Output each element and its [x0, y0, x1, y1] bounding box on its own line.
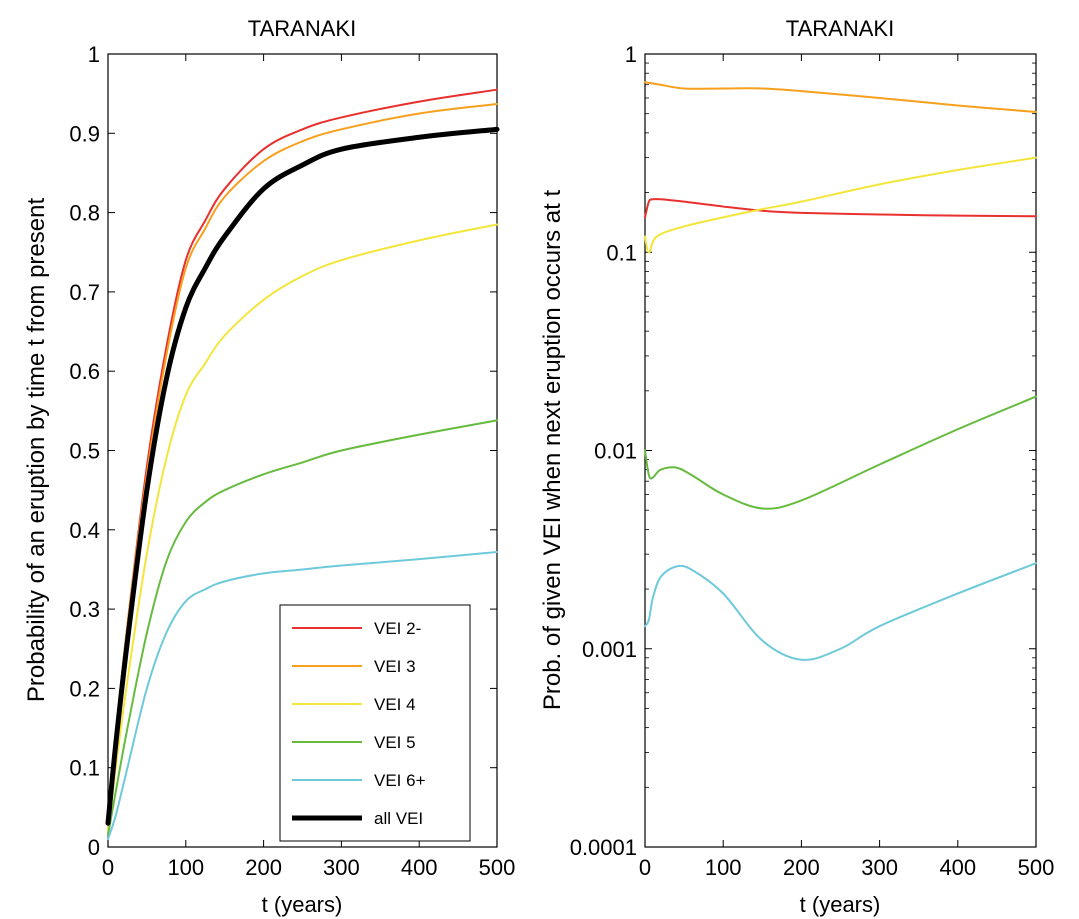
left-series-all-vei — [105, 126, 500, 826]
right-y-axis-label: Prob. of given VEI when next eruption oc… — [539, 190, 566, 711]
left-y-tick-label: 0.7 — [69, 280, 100, 305]
right-x-tick-label: 500 — [1018, 855, 1055, 880]
left-x-tick-label: 0 — [102, 855, 114, 880]
left-y-tick-label: 0.4 — [69, 518, 100, 543]
left-plot-area: 0 100 200 300 400 500 0 0.1 0.2 0.3 0.4 0.5 0.6 0.7 0.… — [69, 42, 515, 880]
legend-items: VEI 2- VEI 3 VEI 4 VEI 5 VEI 6+ all VEI — [292, 619, 426, 828]
right-series-vei-5 — [644, 395, 1037, 510]
legend-label-vei-3: VEI 3 — [374, 657, 416, 676]
legend-label-vei-5: VEI 5 — [374, 733, 416, 752]
left-y-tick-label: 0.8 — [69, 201, 100, 226]
right-series-vei-4 — [644, 156, 1037, 254]
left-y-tick-label: 0.6 — [69, 359, 100, 384]
right-plot-frame — [644, 53, 1037, 848]
right-y-tick-label: 0.01 — [594, 439, 637, 464]
left-x-tick-label: 300 — [323, 855, 360, 880]
left-y-tick-label: 1 — [88, 42, 100, 67]
right-y-tick-label: 0.0001 — [570, 835, 637, 860]
legend-label-all-vei: all VEI — [374, 809, 423, 828]
right-chart-title: TARANAKI — [786, 16, 894, 41]
right-x-axis-label: t (years) — [800, 892, 881, 917]
left-series-vei-5 — [107, 419, 498, 837]
left-x-tick-label: 100 — [167, 855, 204, 880]
left-y-tick-label: 0 — [88, 835, 100, 860]
legend: VEI 2- VEI 3 VEI 4 VEI 5 VEI 6+ all VEI — [279, 604, 471, 842]
legend-box — [279, 604, 471, 842]
right-y-tick-label: 1 — [625, 42, 637, 67]
right-series-vei-2 — [644, 197, 1037, 219]
right-series-vei-6 — [644, 562, 1037, 661]
left-x-tick-label: 500 — [479, 855, 516, 880]
left-x-axis-label: t (years) — [262, 892, 343, 917]
left-x-tick-label: 200 — [245, 855, 282, 880]
left-series-vei-6 — [107, 551, 498, 841]
left-y-tick-label: 0.2 — [69, 676, 100, 701]
left-series-vei-4 — [107, 223, 498, 833]
left-chart-title: TARANAKI — [248, 16, 356, 41]
left-y-axis-label: Probability of an eruption by time t fro… — [23, 198, 50, 703]
right-x-tick-label: 100 — [705, 855, 742, 880]
right-plot-area: 0 100 200 300 400 500 0.0001 0.001 0.01 0.1 1 — [570, 42, 1055, 880]
right-y-tick-label: 0.1 — [606, 240, 637, 265]
legend-label-vei-2: VEI 2- — [374, 619, 421, 638]
left-x-tick-label: 400 — [401, 855, 438, 880]
right-x-tick-label: 300 — [861, 855, 898, 880]
left-y-tick-label: 0.5 — [69, 439, 100, 464]
right-x-tick-label: 200 — [783, 855, 820, 880]
left-y-tick-label: 0.1 — [69, 756, 100, 781]
legend-label-vei-4: VEI 4 — [374, 695, 416, 714]
left-y-tick-label: 0.9 — [69, 121, 100, 146]
left-y-tick-label: 0.3 — [69, 597, 100, 622]
right-y-tick-label: 0.001 — [582, 637, 637, 662]
right-x-tick-label: 400 — [939, 855, 976, 880]
right-series-vei-3 — [644, 81, 1037, 113]
legend-label-vei-6: VEI 6+ — [374, 771, 426, 790]
left-chart-panel: 0 100 200 300 400 500 0 0.1 0.2 0.3 0.4 0.5 0.6 0.7 0.… — [23, 16, 515, 917]
right-chart-panel: 0 100 200 300 400 500 0.0001 0.001 0.01 0.1 1 TARA… — [539, 16, 1054, 917]
right-x-tick-label: 0 — [639, 855, 651, 880]
